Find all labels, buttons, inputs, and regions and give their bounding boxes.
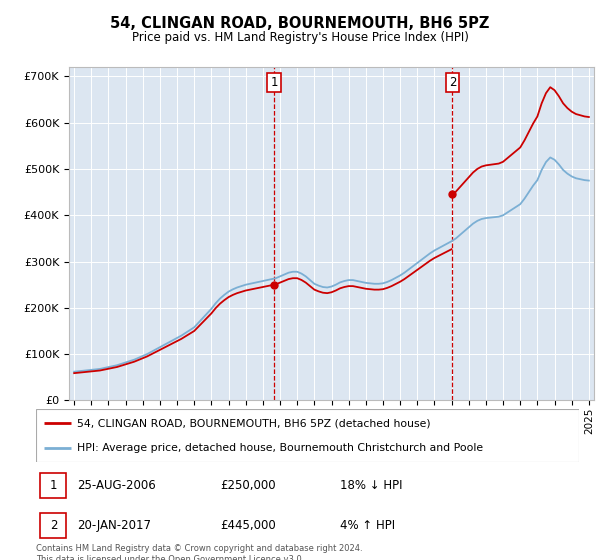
Bar xyxy=(40,513,67,538)
Text: 54, CLINGAN ROAD, BOURNEMOUTH, BH6 5PZ: 54, CLINGAN ROAD, BOURNEMOUTH, BH6 5PZ xyxy=(110,16,490,31)
Text: HPI: Average price, detached house, Bournemouth Christchurch and Poole: HPI: Average price, detached house, Bour… xyxy=(77,442,483,452)
Text: 54, CLINGAN ROAD, BOURNEMOUTH, BH6 5PZ (detached house): 54, CLINGAN ROAD, BOURNEMOUTH, BH6 5PZ (… xyxy=(77,418,430,428)
Text: Price paid vs. HM Land Registry's House Price Index (HPI): Price paid vs. HM Land Registry's House … xyxy=(131,31,469,44)
Text: 1: 1 xyxy=(50,479,57,492)
Bar xyxy=(40,474,67,498)
Text: £250,000: £250,000 xyxy=(221,479,276,492)
Text: Contains HM Land Registry data © Crown copyright and database right 2024.
This d: Contains HM Land Registry data © Crown c… xyxy=(36,544,362,560)
Text: £445,000: £445,000 xyxy=(221,519,277,532)
Text: 20-JAN-2017: 20-JAN-2017 xyxy=(77,519,151,532)
Text: 2: 2 xyxy=(449,76,456,88)
Text: 18% ↓ HPI: 18% ↓ HPI xyxy=(340,479,403,492)
Text: 1: 1 xyxy=(270,76,278,88)
Text: 25-AUG-2006: 25-AUG-2006 xyxy=(77,479,155,492)
Text: 2: 2 xyxy=(50,519,57,532)
Text: 4% ↑ HPI: 4% ↑ HPI xyxy=(340,519,395,532)
